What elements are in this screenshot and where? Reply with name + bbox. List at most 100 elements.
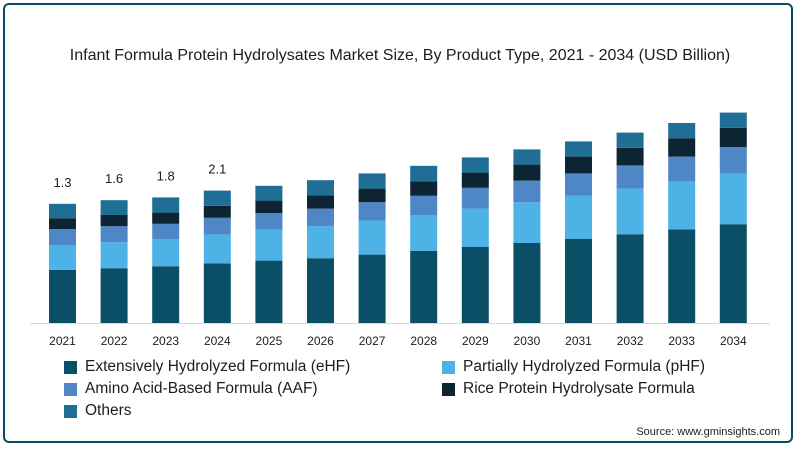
bar-segment-2024-5	[203, 190, 231, 206]
x-tick-label: 2028	[410, 334, 437, 348]
bar-segment-2034-4	[719, 127, 747, 147]
bar-segment-2025-5	[255, 185, 283, 201]
x-tick-label: 2022	[101, 334, 128, 348]
bar-segment-2024-3	[203, 217, 231, 235]
bar-segment-2029-1	[461, 247, 489, 323]
bar-segment-2029-5	[461, 157, 489, 173]
bar-segment-2021-3	[49, 229, 76, 245]
chart-frame	[3, 3, 793, 443]
bar-segment-2023-1	[152, 266, 180, 323]
legend-item: Partially Hydrolyzed Formula (pHF)	[442, 358, 705, 376]
bar-segment-2023-2	[152, 239, 180, 267]
bar-segment-2028-4	[410, 181, 438, 196]
legend-swatch	[64, 404, 77, 418]
bar-segment-2031-3	[565, 173, 592, 196]
legend-item: Amino Acid-Based Formula (AAF)	[64, 380, 318, 398]
bar-segment-2031-4	[565, 156, 592, 174]
bar-segment-2022-1	[100, 268, 128, 323]
x-tick-label: 2023	[152, 334, 179, 348]
bar-segment-2029-4	[461, 172, 489, 188]
bar-segment-2024-1	[203, 263, 231, 323]
bar-segment-2034-2	[719, 173, 747, 225]
chart-title: Infant Formula Protein Hydrolysates Mark…	[69, 47, 731, 64]
bar-segment-2024-4	[203, 205, 231, 218]
bar-segment-2033-1	[668, 229, 696, 323]
bar-segment-2022-3	[100, 226, 128, 243]
bar-segment-2026-4	[307, 195, 334, 209]
x-tick-label: 2034	[720, 334, 747, 348]
bar-segment-2022-2	[100, 242, 128, 269]
legend-label: Others	[85, 402, 132, 419]
bar-segment-2024-2	[203, 234, 231, 264]
bar-segment-2022-5	[100, 200, 128, 215]
legend-item: Rice Protein Hydrolysate Formula	[442, 380, 695, 398]
bar-segment-2025-1	[255, 260, 283, 323]
x-tick-label: 2025	[256, 334, 283, 348]
bar-segment-2032-4	[616, 147, 644, 166]
bar-segment-2030-3	[513, 180, 541, 203]
bar-segment-2032-2	[616, 188, 644, 235]
legend-swatch	[442, 360, 455, 374]
bar-segment-2026-1	[307, 258, 334, 323]
bar-segment-2032-5	[616, 132, 644, 148]
x-tick-label: 2027	[359, 334, 386, 348]
bar-segment-2021-2	[49, 245, 76, 270]
data-label: 2.1	[208, 162, 226, 177]
legend-item: Extensively Hydrolyzed Formula (eHF)	[64, 358, 350, 376]
x-tick-label: 2030	[514, 334, 541, 348]
bar-segment-2021-5	[49, 203, 76, 219]
x-tick-label: 2024	[204, 334, 231, 348]
bar-segment-2031-2	[565, 195, 592, 239]
bar-segment-2027-3	[358, 202, 386, 221]
x-tick-label: 2031	[565, 334, 592, 348]
legend-item: Others	[64, 402, 132, 420]
bar-segment-2034-1	[719, 224, 747, 323]
bar-segment-2023-4	[152, 212, 180, 224]
bar-segment-2029-2	[461, 208, 489, 247]
legend-label: Rice Protein Hydrolysate Formula	[463, 380, 695, 397]
bar-segment-2030-5	[513, 149, 541, 165]
bar-segment-2031-1	[565, 239, 592, 323]
source-note: Source: www.gminsights.com	[636, 426, 780, 438]
bar-segment-2021-4	[49, 218, 76, 229]
bar-segment-2021-1	[49, 269, 76, 323]
x-tick-label: 2029	[462, 334, 489, 348]
bar-segment-2028-1	[410, 251, 438, 323]
legend-swatch	[64, 360, 77, 374]
x-tick-label: 2026	[307, 334, 334, 348]
x-tick-label: 2033	[668, 334, 695, 348]
bar-segment-2033-5	[668, 123, 696, 139]
bar-segment-2027-2	[358, 220, 386, 255]
bar-segment-2032-3	[616, 165, 644, 189]
bar-segment-2033-2	[668, 181, 696, 230]
legend-label: Extensively Hydrolyzed Formula (eHF)	[85, 358, 351, 375]
bar-segment-2034-3	[719, 147, 747, 174]
legend-swatch	[442, 382, 455, 396]
data-label: 1.6	[105, 171, 123, 186]
bar-segment-2028-3	[410, 195, 438, 215]
bar-segment-2030-1	[513, 243, 541, 323]
bar-segment-2027-4	[358, 188, 386, 203]
bar-segment-2027-1	[358, 254, 386, 323]
bar-segment-2028-2	[410, 215, 438, 251]
bar-segment-2028-5	[410, 165, 438, 182]
bar-segment-2025-3	[255, 213, 283, 230]
legend-swatch	[64, 382, 77, 396]
bar-segment-2025-4	[255, 200, 283, 213]
bar-segment-2031-5	[565, 141, 592, 157]
bar-segment-2033-4	[668, 138, 696, 157]
bar-segment-2032-1	[616, 234, 644, 323]
data-label: 1.3	[53, 175, 71, 190]
bar-segment-2033-3	[668, 156, 696, 182]
legend-label: Amino Acid-Based Formula (AAF)	[85, 380, 318, 397]
bar-segment-2026-2	[307, 226, 334, 259]
x-tick-label: 2032	[617, 334, 644, 348]
data-label: 1.8	[157, 168, 175, 183]
bar-segment-2029-3	[461, 187, 489, 209]
bar-segment-2023-5	[152, 197, 180, 213]
bar-segment-2034-5	[719, 112, 747, 128]
bar-segment-2027-5	[358, 173, 386, 189]
bar-segment-2026-3	[307, 208, 334, 227]
bar-segment-2030-2	[513, 202, 541, 243]
